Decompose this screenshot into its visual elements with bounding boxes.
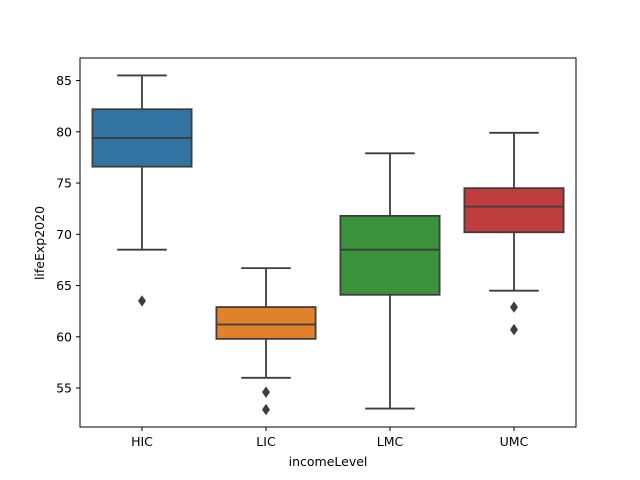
axes-frame [79, 57, 577, 428]
y-axis-label: lifeExp2020 [32, 206, 47, 280]
outlier-point [262, 386, 270, 398]
box-hic [91, 74, 193, 307]
outlier-point [262, 403, 270, 416]
x-tick-label: HIC [131, 434, 153, 449]
box-lmc [339, 152, 441, 410]
y-tick-label: 70 [56, 227, 72, 242]
x-tick-label: LIC [256, 434, 276, 449]
y-tick-label: 60 [56, 329, 72, 344]
y-tick-label: 75 [56, 176, 72, 191]
box-body [339, 214, 441, 296]
y-tick-label: 55 [56, 381, 72, 396]
outlier-point [138, 295, 146, 307]
box-body [463, 187, 565, 234]
box-umc [463, 131, 565, 336]
plot-area [91, 74, 565, 416]
x-tick-label: LMC [377, 434, 404, 449]
y-tick-label: 80 [56, 124, 72, 139]
box-body [215, 306, 317, 340]
y-tick-label: 65 [56, 278, 72, 293]
x-axis-label: incomeLevel [289, 454, 368, 469]
box-lic [215, 267, 317, 416]
outlier-point [510, 301, 518, 313]
outlier-point [510, 323, 518, 336]
axes: 55 60 65 70 75 80 85 HIC LIC LMC UMC [56, 57, 577, 449]
x-tick-label: UMC [500, 434, 529, 449]
y-tick-label: 85 [56, 73, 72, 88]
